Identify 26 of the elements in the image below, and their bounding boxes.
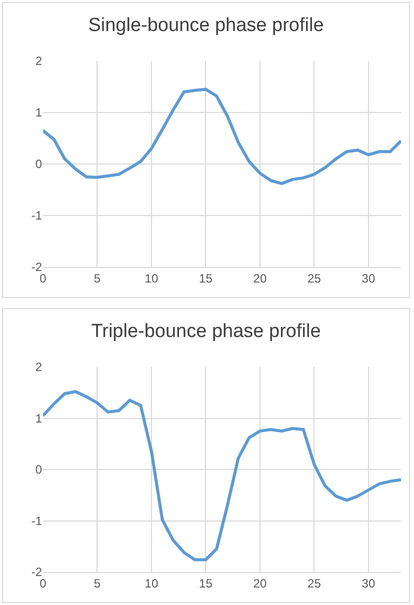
x-tick-label: 20 [253, 271, 267, 286]
x-tick-label: 5 [94, 576, 101, 590]
x-tick-label: 15 [199, 271, 213, 286]
x-tick-label: 30 [362, 271, 376, 286]
y-tick-label: -2 [31, 565, 42, 580]
y-tick-label: 2 [35, 360, 42, 374]
y-tick-label: -1 [31, 208, 42, 223]
line-series [43, 390, 401, 562]
y-tick-label: 0 [35, 462, 42, 477]
y-tick-label: 0 [35, 157, 42, 172]
x-tick-label: 5 [94, 271, 101, 286]
chart-title: Single-bounce phase profile [88, 15, 324, 36]
x-tick-label: 20 [253, 576, 267, 590]
y-tick-label: -1 [31, 514, 42, 528]
x-tick-label: 25 [308, 576, 322, 590]
x-tick-label: 15 [199, 576, 213, 590]
x-tick-label: 10 [144, 271, 158, 286]
y-tick-label: 1 [35, 106, 42, 120]
y-tick-label: 1 [35, 411, 42, 426]
y-tick-label: 2 [35, 54, 42, 68]
x-tick-label: 10 [144, 576, 158, 590]
chart-title: Triple-bounce phase profile [91, 320, 321, 342]
x-tick-label: 25 [308, 271, 322, 286]
line-series [43, 88, 401, 186]
y-tick-label: -2 [31, 260, 42, 274]
x-tick-label: 30 [362, 576, 376, 590]
